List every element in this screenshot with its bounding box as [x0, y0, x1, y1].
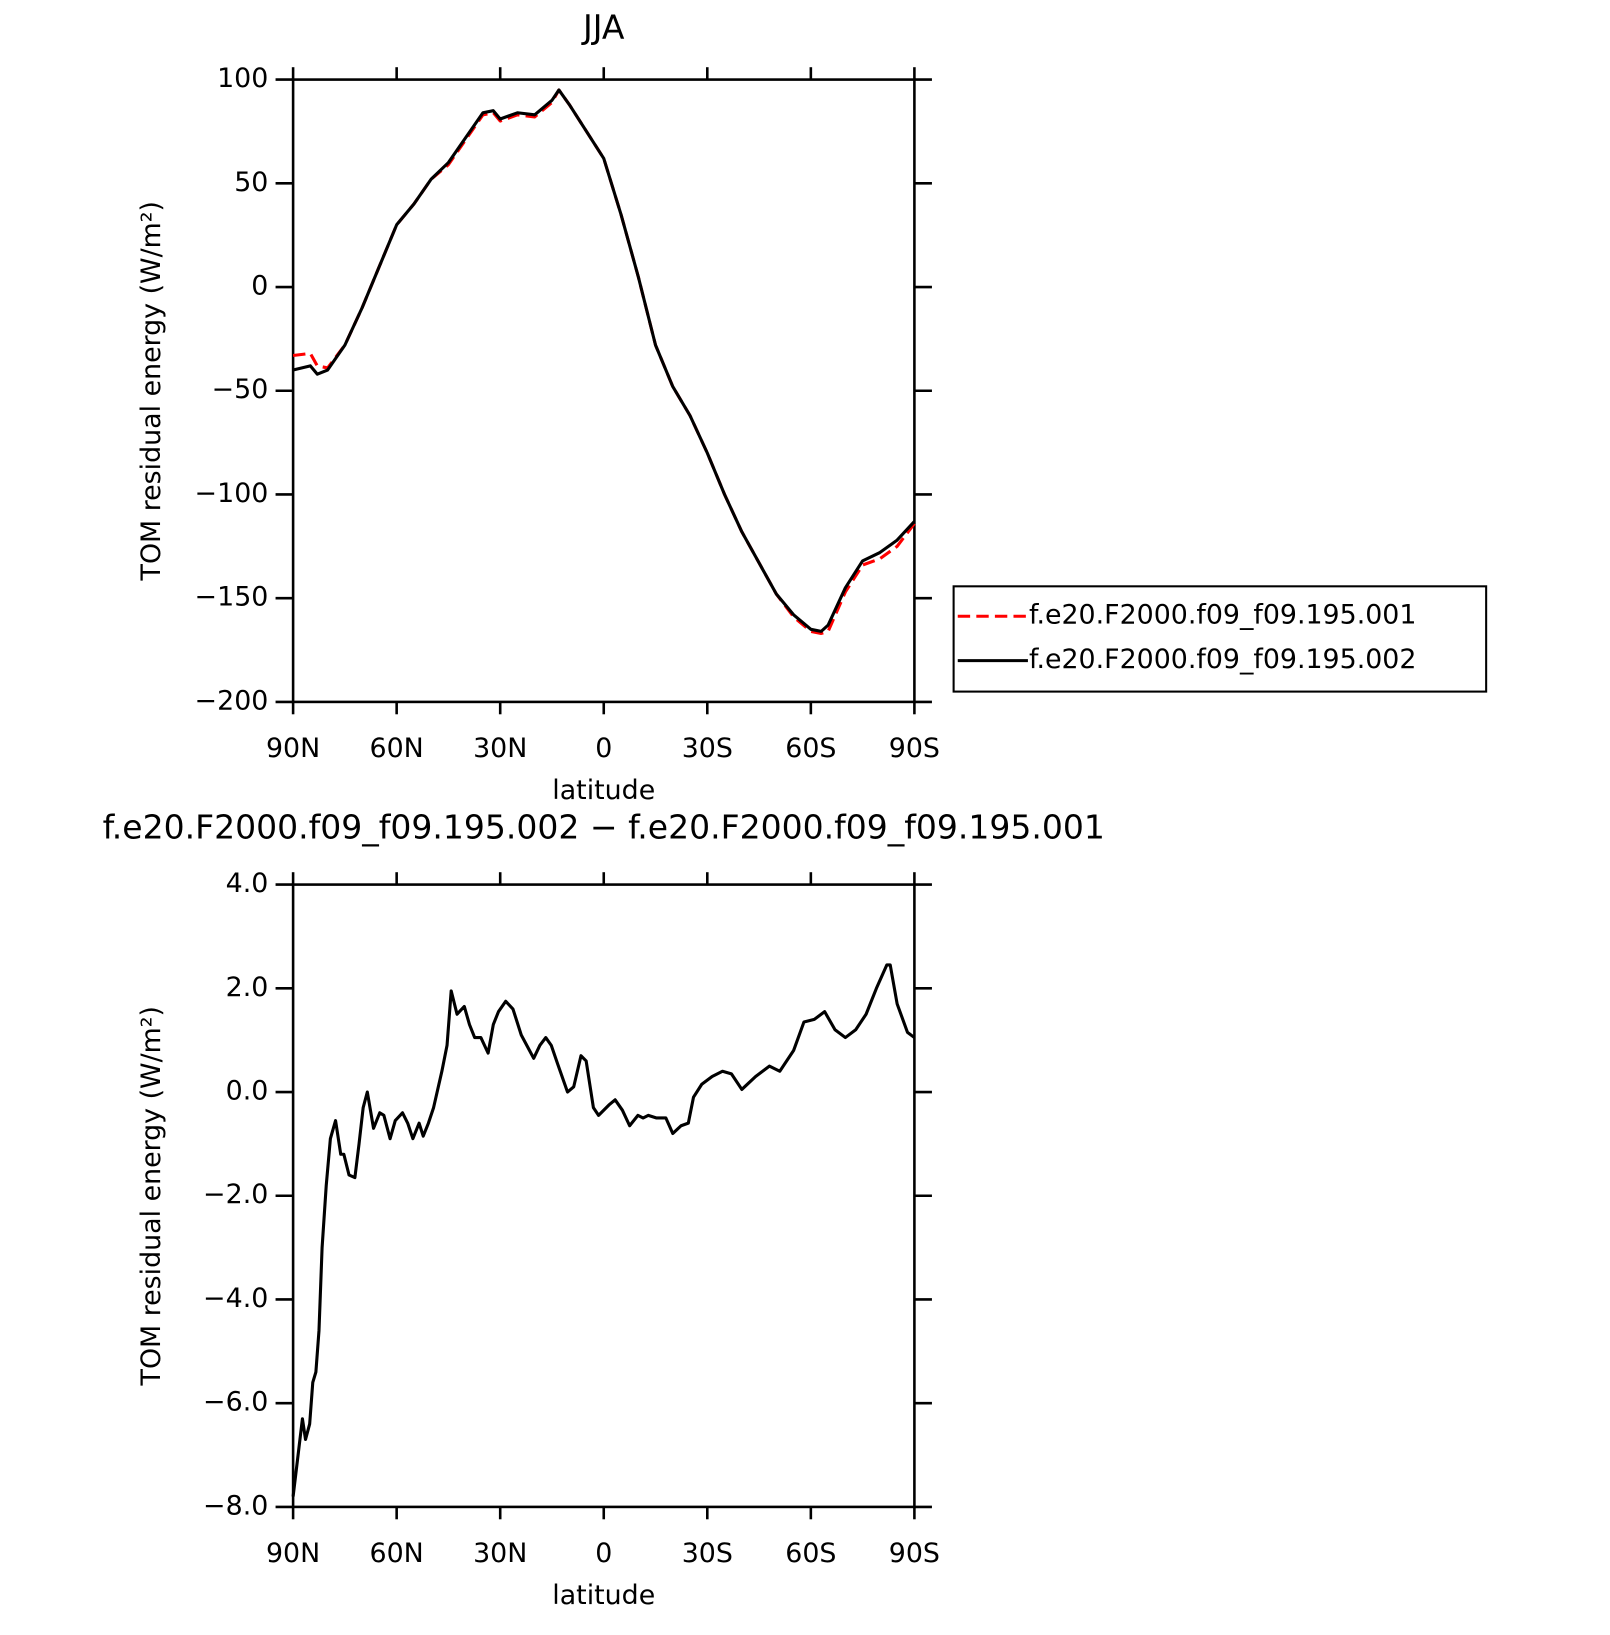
y-tick-label: 4.0 — [226, 868, 269, 899]
data-line — [292, 88, 916, 633]
x-tick-label: 0 — [595, 733, 612, 764]
x-tick-label: 60S — [785, 1538, 836, 1569]
y-tick-label: −50 — [212, 374, 269, 405]
plot-frame — [291, 883, 916, 1509]
y-tick-label: 0.0 — [226, 1076, 269, 1107]
y-tick-label: −6.0 — [203, 1387, 268, 1418]
data-line — [292, 88, 916, 636]
y-tick-label: −100 — [195, 478, 269, 509]
x-tick-label: 0 — [595, 1538, 612, 1569]
x-axis-label: latitude — [552, 775, 655, 806]
y-axis-label: TOM residual energy (W/m²) — [136, 1006, 167, 1386]
y-tick-label: −4.0 — [203, 1283, 268, 1314]
legend-label: f.e20.F2000.f09_f09.195.002 — [1029, 644, 1416, 675]
data-line — [291, 963, 916, 1497]
x-tick-label: 60N — [370, 1538, 424, 1569]
y-tick-label: 2.0 — [226, 972, 269, 1003]
y-tick-label: 0 — [251, 271, 268, 302]
x-tick-label: 90N — [266, 1538, 320, 1569]
x-tick-label: 60N — [370, 733, 424, 764]
x-tick-label: 30N — [473, 1538, 527, 1569]
y-axis-label: TOM residual energy (W/m²) — [136, 201, 167, 581]
legend-label: f.e20.F2000.f09_f09.195.001 — [1029, 600, 1416, 631]
y-tick-label: −150 — [195, 582, 269, 613]
x-tick-label: 90S — [889, 733, 940, 764]
legend-box — [952, 585, 1488, 693]
chart-title: f.e20.F2000.f09_f09.195.002 − f.e20.F200… — [103, 807, 1105, 846]
x-tick-label: 60S — [785, 733, 836, 764]
plot-frame — [291, 78, 916, 704]
x-tick-label: 90S — [889, 1538, 940, 1569]
y-tick-label: −8.0 — [203, 1490, 268, 1521]
y-tick-label: 100 — [217, 63, 268, 94]
y-tick-label: 50 — [234, 167, 268, 198]
x-axis-label: latitude — [552, 1580, 655, 1611]
x-tick-label: 30S — [682, 733, 733, 764]
chart-title: JJA — [581, 8, 625, 47]
x-tick-label: 30S — [682, 1538, 733, 1569]
x-tick-label: 30N — [473, 733, 527, 764]
y-tick-label: −200 — [195, 685, 269, 716]
y-tick-label: −2.0 — [203, 1179, 268, 1210]
x-tick-label: 90N — [266, 733, 320, 764]
